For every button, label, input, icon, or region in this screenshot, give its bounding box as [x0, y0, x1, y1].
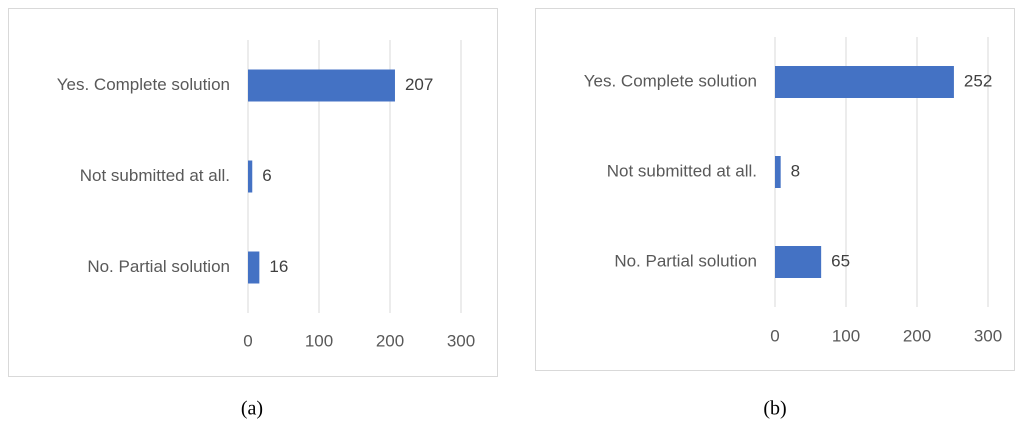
y-tick-label: No. Partial solution [87, 257, 230, 276]
x-tick-label: 100 [305, 331, 333, 350]
y-tick-label: No. Partial solution [614, 251, 757, 270]
data-label: 65 [831, 251, 850, 270]
caption: (b) [763, 398, 786, 420]
data-label: 6 [262, 166, 271, 185]
data-label: 8 [791, 161, 800, 180]
y-tick-label: Not submitted at all. [607, 161, 757, 180]
caption: (a) [241, 398, 263, 420]
bar [775, 246, 822, 278]
bar [248, 69, 395, 102]
bar [775, 156, 781, 188]
bar [775, 66, 954, 98]
x-tick-label: 0 [770, 326, 779, 345]
x-tick-label: 200 [376, 331, 404, 350]
data-label: 16 [269, 257, 288, 276]
y-tick-label: Yes. Complete solution [584, 71, 757, 90]
data-label: 252 [964, 71, 992, 90]
data-label: 207 [405, 75, 433, 94]
x-tick-label: 200 [903, 326, 931, 345]
x-tick-label: 0 [243, 331, 252, 350]
bar [248, 251, 260, 284]
bar [248, 160, 253, 193]
chart-frame [8, 8, 498, 377]
y-tick-label: Yes. Complete solution [57, 75, 230, 94]
chart-frame [535, 8, 1015, 371]
x-tick-label: 100 [832, 326, 860, 345]
y-tick-label: Not submitted at all. [80, 166, 230, 185]
x-tick-label: 300 [447, 331, 475, 350]
x-tick-label: 300 [974, 326, 1002, 345]
